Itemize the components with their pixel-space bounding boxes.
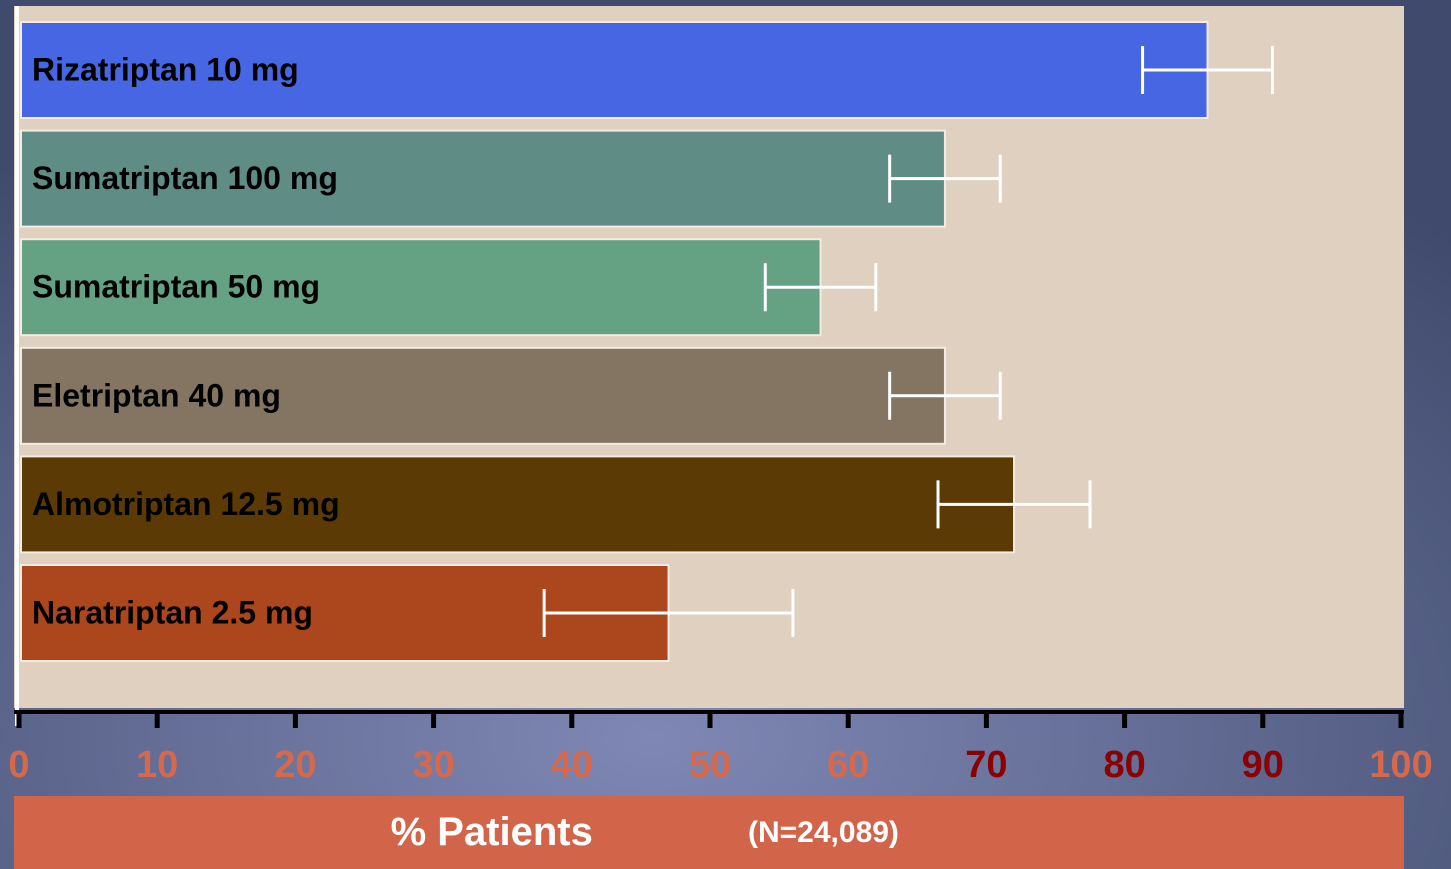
error-bar <box>888 371 1002 420</box>
x-tick-label: 60 <box>827 744 869 786</box>
x-tick-label: 20 <box>274 744 316 786</box>
x-tick-label: 80 <box>1103 744 1145 786</box>
error-bar <box>888 154 1002 203</box>
x-tick-label: 70 <box>965 744 1007 786</box>
bar <box>20 21 1209 119</box>
x-axis-note: (N=24,089) <box>748 816 899 849</box>
bar-label: Rizatriptan 10 mg <box>32 51 299 87</box>
x-tick-label: 30 <box>412 744 454 786</box>
x-tick-label: 50 <box>689 744 731 786</box>
x-axis-label: % Patients <box>391 810 593 854</box>
bar-label: Sumatriptan 50 mg <box>32 269 320 305</box>
error-bar <box>763 263 878 312</box>
x-tick-label: 10 <box>136 744 178 786</box>
x-axis-title: % Patients (N=24,089) <box>391 810 899 854</box>
bar <box>20 455 1016 554</box>
bar-label: Sumatriptan 100 mg <box>32 160 338 196</box>
error-bar <box>1141 46 1274 94</box>
bar <box>20 129 946 228</box>
x-tick-label: 100 <box>1369 744 1432 786</box>
bar-label: Naratriptan 2.5 mg <box>32 594 313 630</box>
bar-label: Eletriptan 40 mg <box>32 377 281 413</box>
x-tick-label: 90 <box>1242 744 1284 786</box>
error-bar <box>936 480 1092 529</box>
error-bar <box>542 589 795 637</box>
xlabel-band <box>14 796 1404 869</box>
bar <box>20 238 822 337</box>
bar-label: Almotriptan 12.5 mg <box>32 486 340 522</box>
x-tick-label: 0 <box>8 744 29 786</box>
x-tick-label: 40 <box>551 744 593 786</box>
